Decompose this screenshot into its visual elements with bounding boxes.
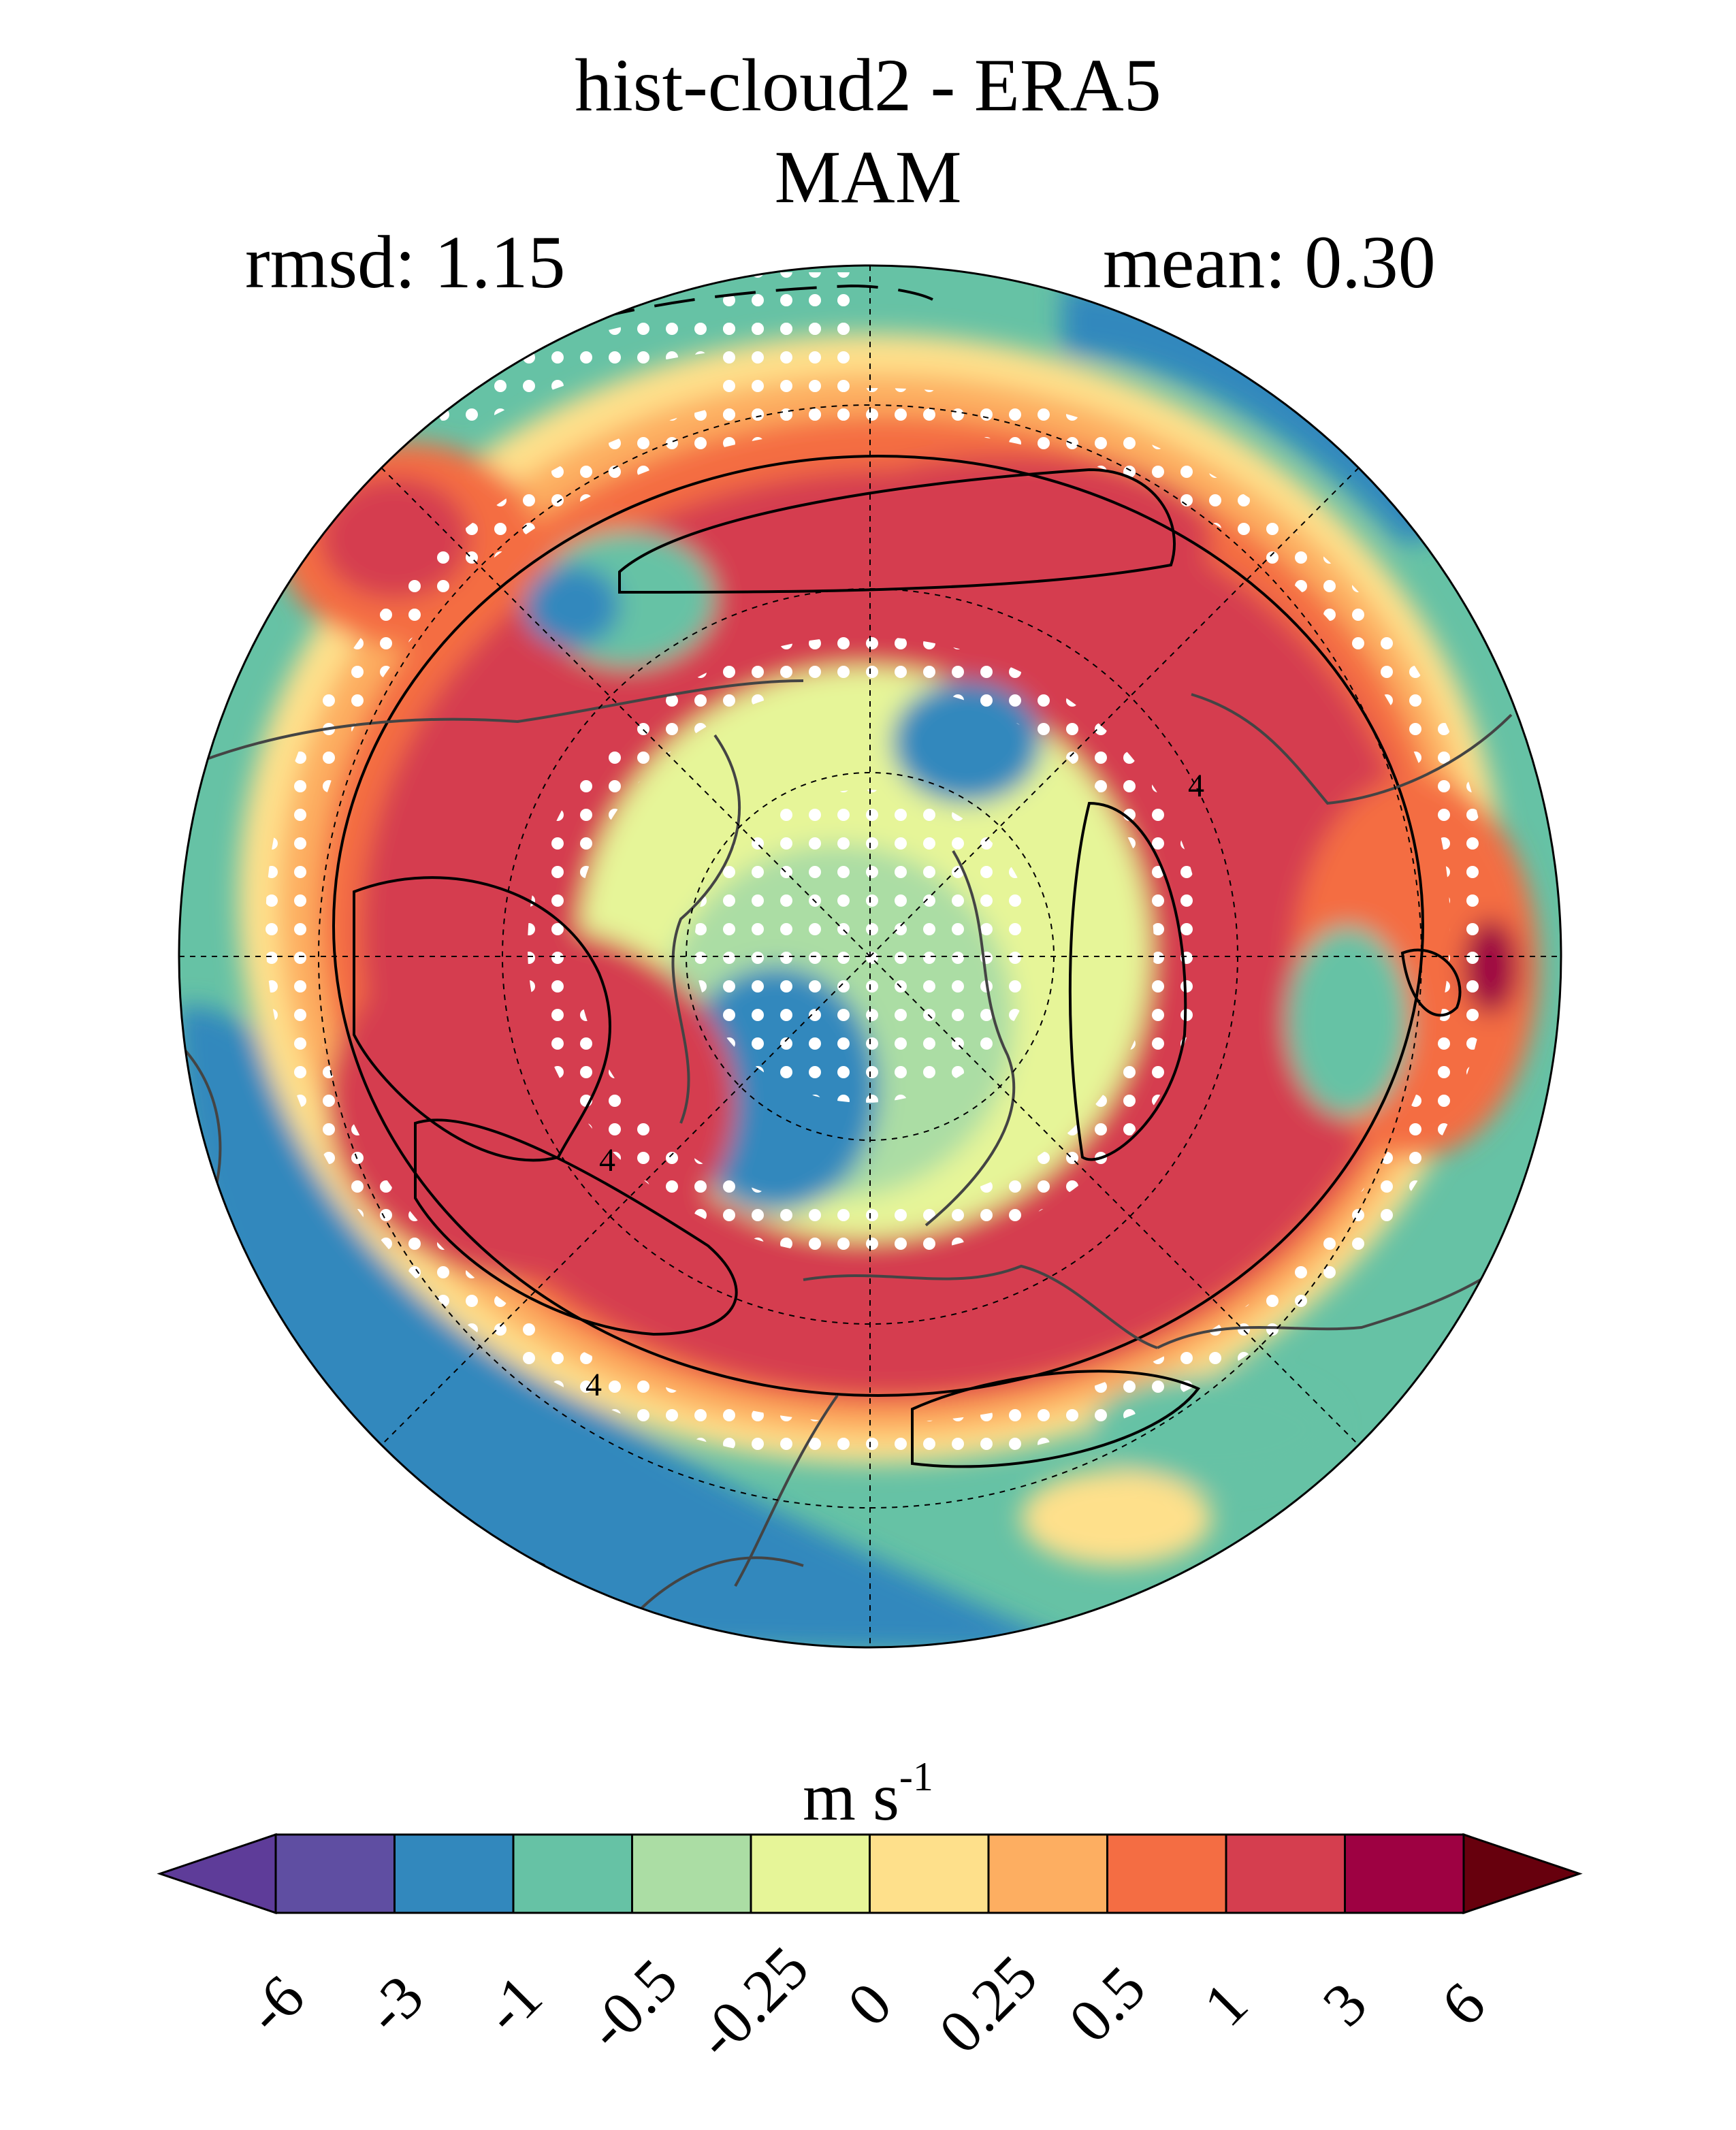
colorbar-cell [987,1833,1108,1914]
colorbar-units: m s-1 [803,1754,933,1835]
contour-label: 4 [1188,768,1204,804]
colorbar-cell [512,1833,633,1914]
map-boundary [178,264,1562,1649]
colorbar-cell [274,1833,396,1914]
contour-label: 4 [585,1367,602,1403]
map-field: 4 4 4 [179,265,1561,1647]
mean-label: mean: 0.30 [1103,221,1436,304]
figure-title-line1: hist-cloud2 - ERA5 [575,44,1161,127]
colorbar-cell [869,1833,990,1914]
colorbar-cell [1344,1833,1465,1914]
colorbar-extend-high [1462,1833,1583,1915]
polar-map: 4 4 4 [178,264,1562,1649]
colorbar-cell [631,1833,752,1914]
colorbar-cell [1225,1833,1346,1914]
colorbar-cell [750,1833,871,1914]
colorbar-cell [1106,1833,1227,1914]
figure-title-line2: MAM [774,135,962,219]
colorbar-cell [393,1833,515,1914]
colorbar-extend-low [157,1833,277,1915]
contour-label: 4 [599,1142,615,1178]
rmsd-label: rmsd: 1.15 [245,221,566,304]
